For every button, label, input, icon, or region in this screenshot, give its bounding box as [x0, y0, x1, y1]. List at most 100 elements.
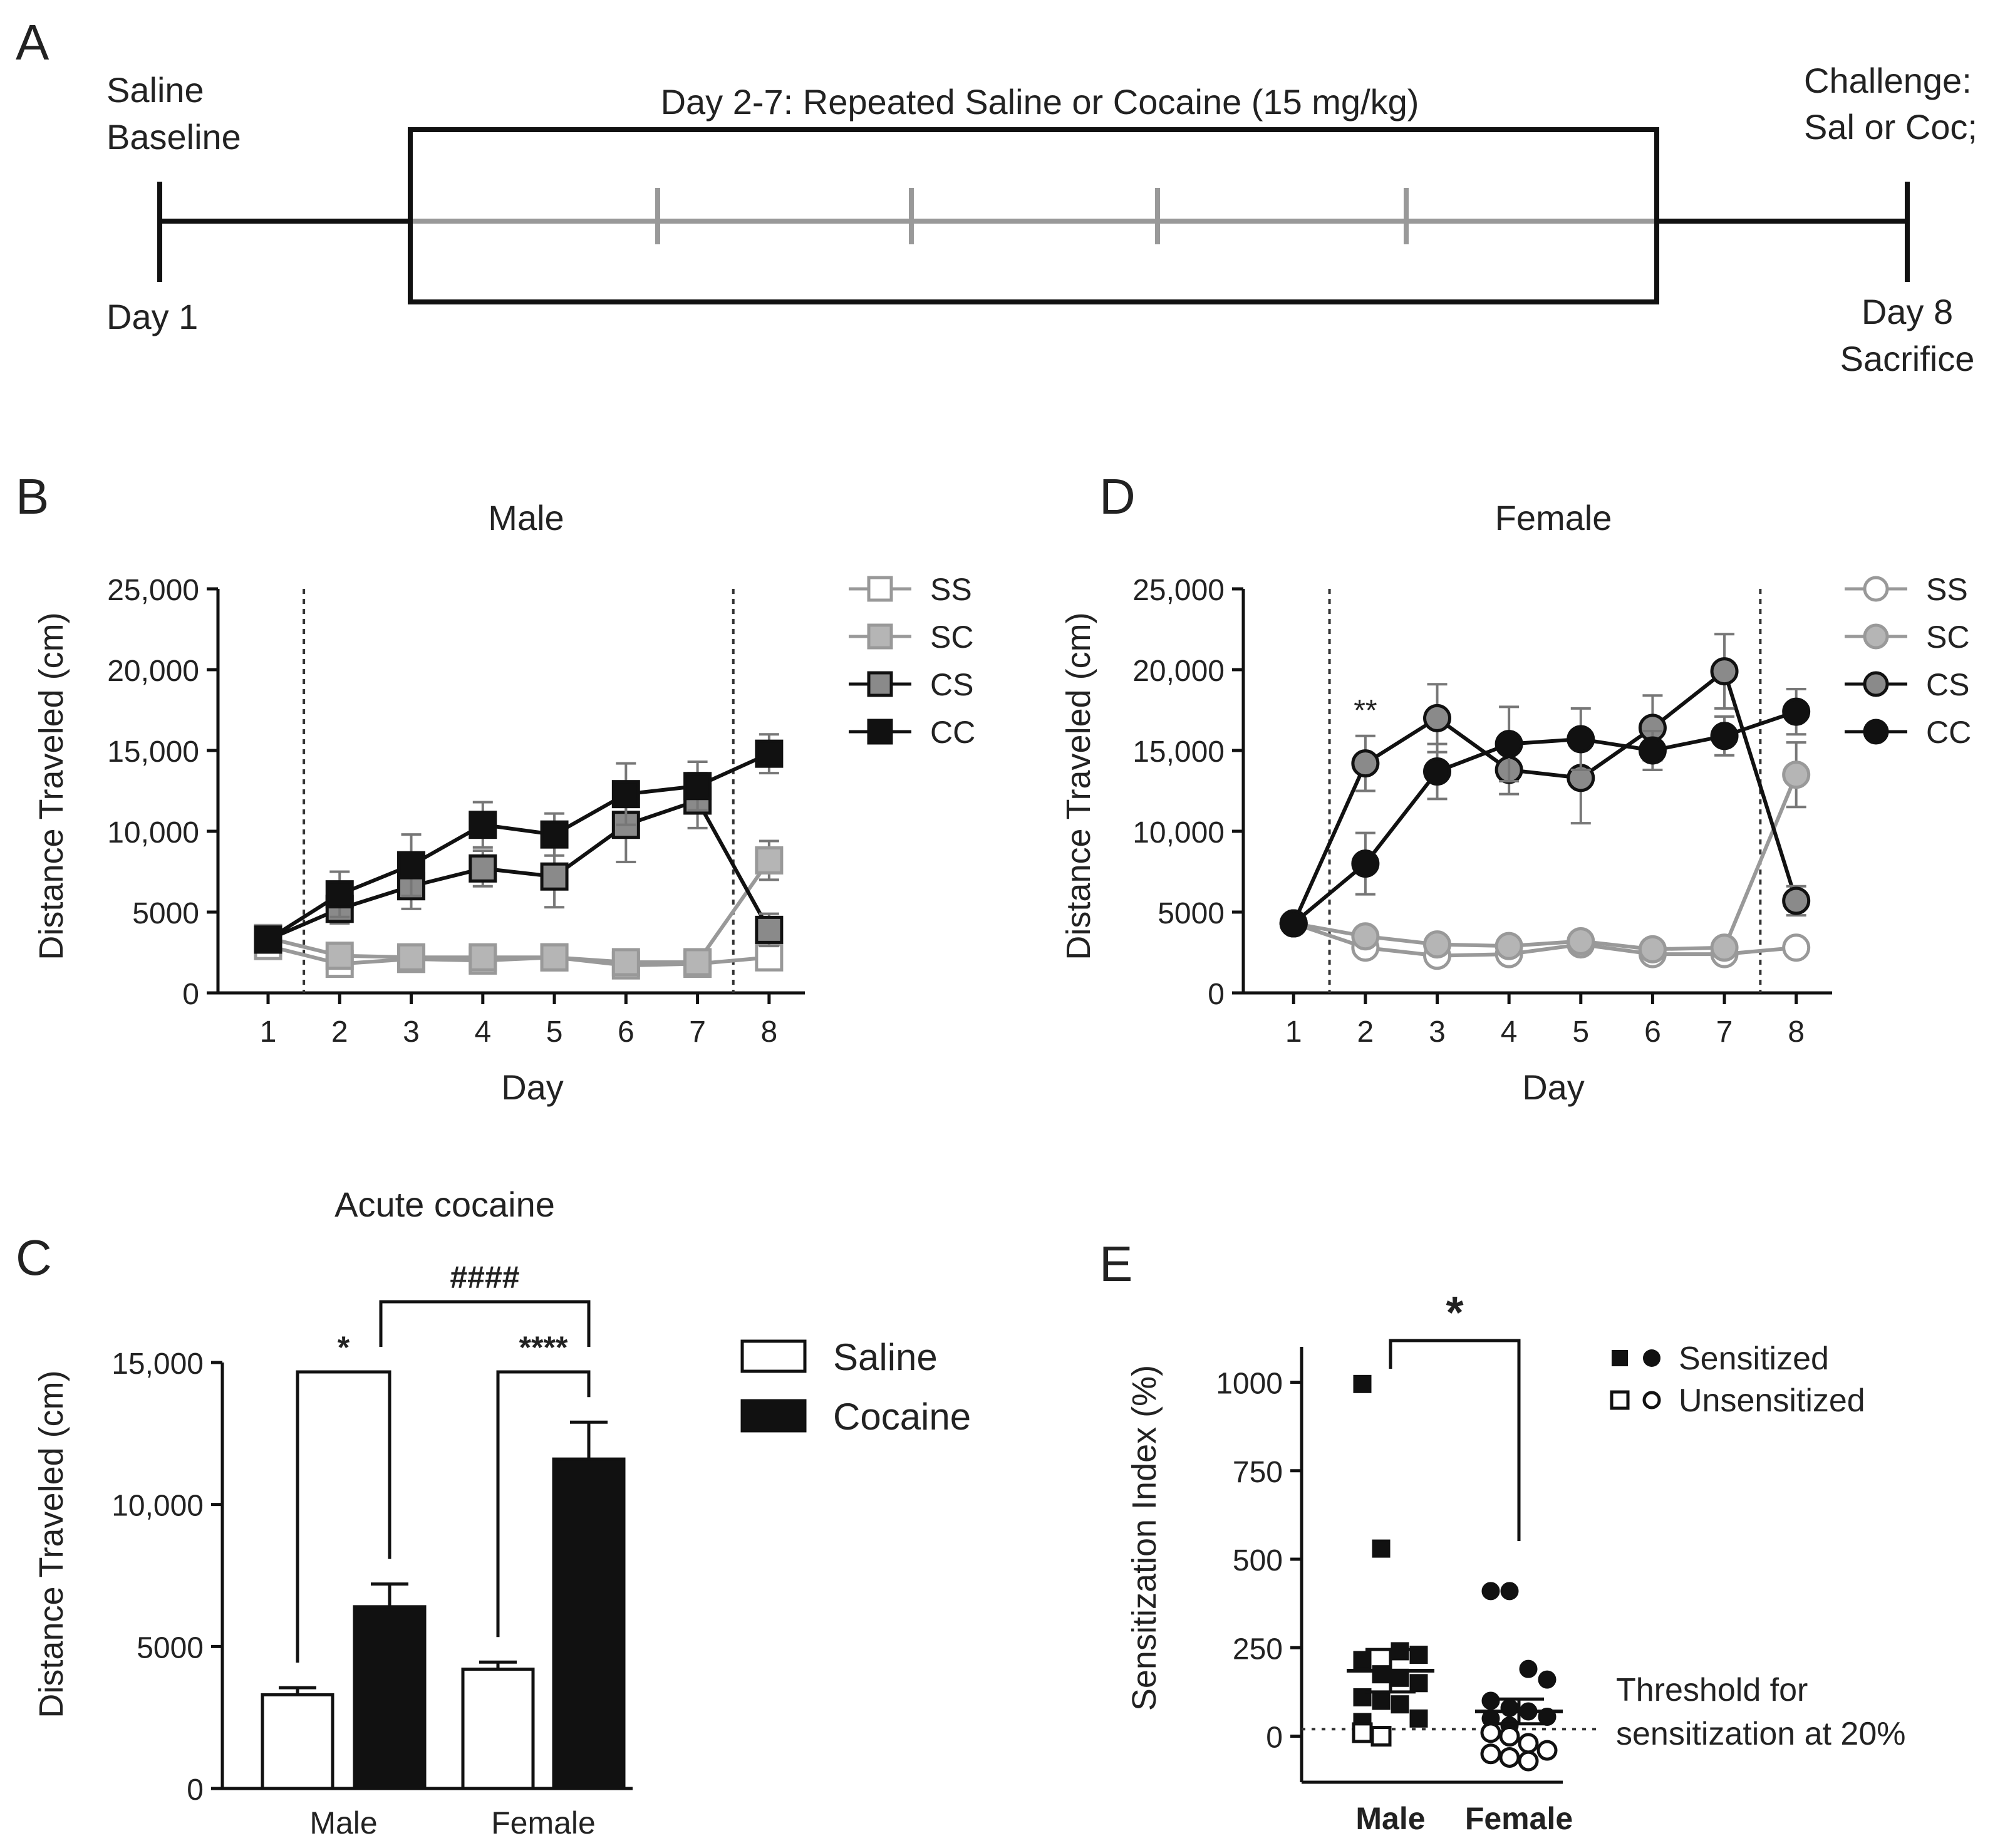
legend-label: SS [930, 572, 972, 607]
x-tick-label: Female [491, 1805, 596, 1840]
data-point [755, 739, 784, 768]
x-tick-label: 7 [689, 1015, 706, 1049]
legend-marker [867, 719, 893, 745]
data-point [1495, 730, 1523, 759]
data-point-unsensitized [1370, 1726, 1392, 1747]
data-point [1710, 722, 1739, 750]
significance-bracket-male-label: * [338, 1330, 350, 1365]
x-tick-label: 2 [331, 1015, 348, 1049]
data-point-sensitized [1409, 1674, 1428, 1693]
chart-title: Male [488, 498, 564, 537]
panel-c-bar-chart: C Acute cocaine Distance Traveled (cm) 0… [16, 1185, 971, 1840]
x-tick-label: 3 [1429, 1015, 1446, 1049]
x-tick-label: 7 [1716, 1015, 1733, 1049]
x-tick-label: 5 [546, 1015, 563, 1049]
data-point [1782, 697, 1811, 726]
x-tick-label: 2 [1357, 1015, 1374, 1049]
data-point [397, 943, 426, 972]
legend-label: Sensitized [1679, 1341, 1829, 1377]
x-tick-label: 6 [618, 1015, 635, 1049]
x-tick-label: 8 [1788, 1015, 1805, 1049]
x-tick-label: 8 [761, 1015, 778, 1049]
bar [353, 1605, 427, 1790]
bar [261, 1693, 334, 1790]
data-point [1351, 749, 1380, 778]
data-point [1279, 909, 1308, 938]
data-point [683, 948, 712, 977]
panel-letter-c: C [16, 1230, 52, 1285]
plot-area: 0 5000 10,000 15,000 20,000 25,000 1 2 3 4 5 6 7 8 [107, 574, 805, 1049]
legend-label: CS [1926, 667, 1969, 702]
sacrifice-label: Sacrifice [1840, 339, 1975, 378]
data-point [1423, 930, 1452, 959]
x-tick-label: 3 [403, 1015, 420, 1049]
y-tick-label: 5000 [1158, 897, 1225, 930]
panel-e-scatter-chart: E Sensitization Index (%) Threshold for … [1099, 1236, 1906, 1836]
data-point [1423, 703, 1452, 732]
significance-label: * [1446, 1288, 1463, 1338]
data-point [540, 820, 569, 849]
x-tick-label: 4 [474, 1015, 491, 1049]
legend: Saline Cocaine [740, 1336, 971, 1438]
y-tick-label: 5000 [137, 1631, 204, 1664]
legend-marker [867, 671, 893, 697]
data-point [540, 862, 569, 891]
x-tick-label: 1 [260, 1015, 277, 1049]
legend-marker [1863, 576, 1889, 602]
legend-label: SC [930, 620, 973, 655]
y-tick-label: 1000 [1216, 1368, 1283, 1401]
y-axis-title: Sensitization Index (%) [1126, 1365, 1163, 1711]
data-point-unsensitized [1518, 1733, 1539, 1754]
y-tick-label: 10,000 [111, 1490, 204, 1523]
legend-marker [867, 623, 893, 650]
plot-area: 0 250 500 750 1000 Male Female * [1216, 1288, 1600, 1836]
legend-marker-square-open [1610, 1390, 1630, 1410]
data-point [1638, 736, 1667, 765]
legend-marker [1863, 623, 1889, 650]
data-point [755, 943, 784, 972]
data-point [611, 948, 640, 977]
legend-swatch [740, 1399, 807, 1433]
data-point-unsensitized [1518, 1750, 1539, 1772]
y-tick-label: 20,000 [107, 655, 199, 688]
treatment-box [408, 127, 1659, 304]
data-point-unsensitized [1536, 1740, 1558, 1761]
data-point [1782, 886, 1811, 915]
y-tick-label: 500 [1233, 1544, 1283, 1577]
panel-letter-d: D [1099, 469, 1136, 524]
y-tick-label: 20,000 [1132, 655, 1225, 688]
data-point [469, 854, 497, 883]
x-tick-label: Male [1355, 1801, 1425, 1836]
data-point [755, 915, 784, 944]
panel-letter-b: B [16, 469, 49, 524]
y-tick-label: 0 [1266, 1721, 1283, 1755]
data-point-sensitized [1372, 1539, 1391, 1558]
challenge-drug-label: Sal or Coc; [1804, 107, 1977, 147]
data-point-unsensitized [1352, 1722, 1373, 1743]
panel-b-male-chart: B Male Day Distance Traveled (cm) 0 5000 1… [16, 469, 975, 1107]
legend-label: CC [1926, 715, 1971, 750]
data-point-sensitized [1481, 1582, 1500, 1601]
saline-label: Saline [106, 70, 204, 110]
legend-label: Unsensitized [1679, 1383, 1865, 1419]
chart-title: Female [1495, 498, 1612, 537]
data-point [254, 925, 282, 954]
data-point [755, 846, 784, 875]
y-tick-label: 10,000 [1132, 816, 1225, 849]
data-point-sensitized [1372, 1691, 1391, 1710]
data-point [469, 943, 497, 972]
data-point-sensitized [1372, 1665, 1391, 1684]
y-axis-title: Distance Traveled (cm) [1060, 612, 1097, 960]
day1-label: Day 1 [106, 297, 198, 336]
series-line [1292, 668, 1798, 925]
significance-annotation: ** [1354, 694, 1377, 727]
data-point [469, 811, 497, 839]
legend-marker [1863, 719, 1889, 745]
y-tick-label: 5000 [132, 897, 199, 930]
baseline-label: Baseline [106, 117, 241, 157]
legend-label: Saline [833, 1336, 938, 1378]
bar [461, 1668, 535, 1790]
chart-title: Acute cocaine [334, 1185, 555, 1224]
significance-bracket-male [296, 1370, 391, 1663]
legend-swatch [740, 1339, 807, 1373]
